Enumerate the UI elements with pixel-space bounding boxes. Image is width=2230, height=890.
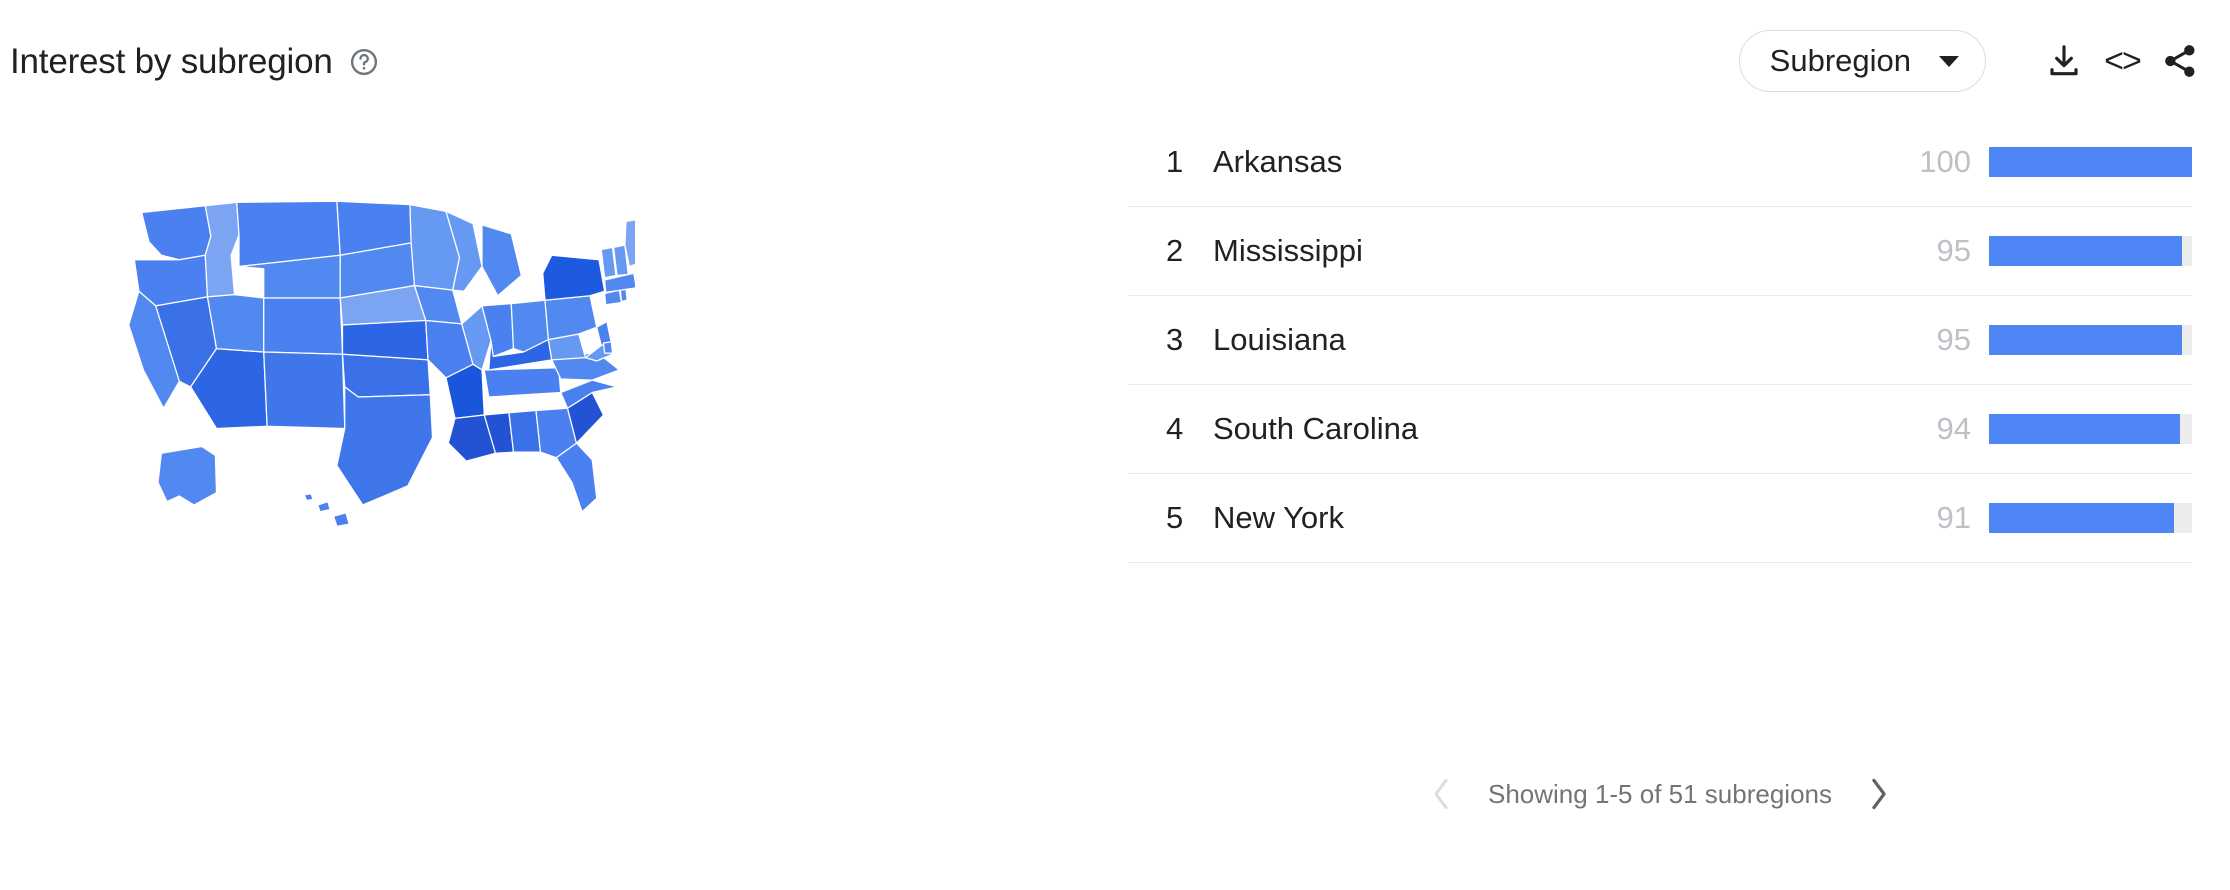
state-VT bbox=[600, 246, 617, 279]
embed-code-icon: <> bbox=[2104, 42, 2142, 80]
prev-page-button[interactable] bbox=[1424, 772, 1458, 816]
state-AK bbox=[157, 445, 218, 506]
help-circle-icon[interactable] bbox=[349, 47, 379, 77]
state-AL bbox=[508, 409, 542, 453]
state-KS bbox=[341, 319, 429, 361]
rank-number: 5 bbox=[1166, 500, 1184, 535]
state-NM bbox=[263, 351, 346, 430]
panel-header: Interest by subregion Subregion bbox=[0, 0, 2230, 110]
table-row[interactable]: 5 New York 91 bbox=[1128, 474, 2192, 563]
state-WI bbox=[445, 210, 483, 292]
share-icon bbox=[2160, 41, 2200, 81]
subregion-name: Louisiana bbox=[1213, 322, 1346, 357]
state-IL bbox=[461, 305, 492, 371]
us-choropleth-map[interactable] bbox=[95, 170, 635, 570]
bar-fill bbox=[1989, 236, 2182, 266]
title-group: Interest by subregion bbox=[10, 42, 379, 82]
bar-track bbox=[1989, 147, 2192, 177]
rank-number: 4 bbox=[1166, 411, 1184, 446]
state-RI bbox=[619, 288, 628, 302]
state-OK bbox=[341, 353, 431, 398]
download-button[interactable] bbox=[2036, 33, 2092, 89]
state-NH bbox=[613, 244, 629, 277]
state-CO bbox=[263, 297, 344, 355]
subregion-name: Mississippi bbox=[1213, 233, 1363, 268]
state-ID bbox=[204, 201, 240, 298]
state-TX bbox=[336, 386, 434, 506]
interest-value: 95 bbox=[1936, 322, 1971, 357]
subregion-name: South Carolina bbox=[1213, 411, 1419, 446]
subregion-dropdown-label: Subregion bbox=[1769, 43, 1911, 78]
state-UT bbox=[206, 294, 265, 353]
choropleth-map-pane[interactable] bbox=[0, 110, 1100, 890]
interest-value: 95 bbox=[1936, 233, 1971, 268]
subregion-name: New York bbox=[1213, 500, 1344, 535]
bar-track bbox=[1989, 503, 2192, 533]
table-row[interactable]: 2 Mississippi 95 bbox=[1128, 207, 2192, 296]
bar-track bbox=[1989, 236, 2192, 266]
bar-fill bbox=[1989, 414, 2180, 444]
rank-number: 1 bbox=[1166, 144, 1184, 179]
interest-value: 100 bbox=[1919, 144, 1971, 179]
embed-button[interactable]: <> bbox=[2094, 33, 2150, 89]
pagination-label: Showing 1-5 of 51 subregions bbox=[1487, 778, 1832, 809]
state-MI bbox=[481, 224, 522, 297]
interest-value: 94 bbox=[1936, 411, 1971, 446]
download-icon bbox=[2044, 41, 2084, 81]
state-NY bbox=[542, 254, 606, 301]
bar-fill bbox=[1989, 503, 2174, 533]
rank-number: 3 bbox=[1166, 322, 1184, 357]
state-DE bbox=[602, 341, 614, 354]
state-PA bbox=[544, 295, 598, 341]
bar-fill bbox=[1989, 147, 2192, 177]
subregion-name: Arkansas bbox=[1213, 144, 1343, 179]
interest-value: 91 bbox=[1936, 500, 1971, 535]
table-row[interactable]: 3 Louisiana 95 bbox=[1128, 296, 2192, 385]
state-LA bbox=[447, 414, 497, 462]
table-row[interactable]: 1 Arkansas 100 bbox=[1128, 118, 2192, 207]
bar-track bbox=[1989, 325, 2192, 355]
pagination: Showing 1-5 of 51 subregions bbox=[1128, 772, 2192, 816]
table-row[interactable]: 4 South Carolina 94 bbox=[1128, 385, 2192, 474]
bar-fill bbox=[1989, 325, 2182, 355]
state-HI bbox=[303, 493, 350, 527]
state-NC bbox=[560, 379, 618, 409]
next-page-button[interactable] bbox=[1862, 772, 1896, 816]
header-controls: Subregion <> bbox=[1738, 30, 2208, 92]
rank-number: 2 bbox=[1166, 233, 1184, 268]
state-AR bbox=[445, 363, 485, 419]
state-TN bbox=[483, 367, 562, 398]
bar-track bbox=[1989, 414, 2192, 444]
page-title: Interest by subregion bbox=[10, 42, 333, 81]
state-FL bbox=[555, 442, 598, 513]
share-button[interactable] bbox=[2152, 33, 2208, 89]
state-ME bbox=[624, 219, 635, 268]
subregion-rank-list: 1 Arkansas 100 2 Mississippi 95 3 Louisi… bbox=[1128, 118, 2192, 563]
state-WA bbox=[141, 205, 212, 261]
state-MA bbox=[604, 272, 635, 293]
chevron-down-icon bbox=[1939, 55, 1959, 67]
subregion-dropdown[interactable]: Subregion bbox=[1738, 30, 1986, 92]
